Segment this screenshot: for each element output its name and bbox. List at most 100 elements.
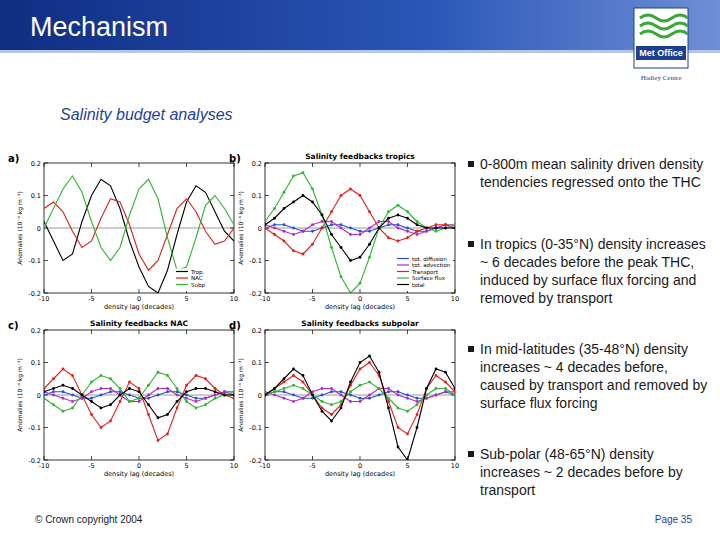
legend-swatch	[397, 264, 409, 265]
x-tick	[360, 163, 361, 167]
series-marker	[321, 214, 324, 217]
legend-label: Subp	[191, 282, 205, 289]
x-tick	[360, 289, 361, 293]
legend-swatch	[176, 284, 188, 285]
y-tick	[451, 362, 455, 363]
series-marker	[119, 400, 122, 403]
series-marker	[425, 227, 428, 230]
series-marker	[435, 387, 438, 390]
x-tick	[455, 330, 456, 334]
series-marker	[283, 207, 286, 210]
series-marker	[157, 387, 160, 390]
series-marker	[387, 390, 390, 393]
series-marker	[265, 394, 266, 397]
series-marker	[147, 397, 150, 400]
series-marker	[359, 397, 362, 400]
series-marker	[62, 390, 65, 393]
series-marker	[119, 394, 122, 397]
series-line	[44, 372, 234, 411]
series-marker	[397, 394, 400, 397]
y-tick-label: -0.1	[249, 424, 262, 432]
series-marker	[138, 397, 141, 400]
series-marker	[302, 230, 305, 233]
x-tick	[312, 456, 313, 460]
series-marker	[321, 387, 324, 390]
series-marker	[416, 230, 419, 233]
series-marker	[378, 394, 381, 397]
slide: MechanismMet OfficeHadley CentreSalinity…	[0, 0, 720, 540]
series-marker	[416, 233, 419, 236]
y-tick	[230, 293, 234, 294]
series-line	[265, 222, 455, 235]
series-marker	[349, 292, 352, 293]
series-marker	[444, 227, 447, 230]
series-marker	[90, 390, 93, 393]
series-marker	[166, 433, 169, 436]
series-marker	[425, 397, 428, 400]
y-tick	[265, 293, 269, 294]
series-marker	[147, 413, 150, 416]
series-marker	[185, 400, 188, 403]
series-marker	[302, 171, 305, 174]
series-marker	[330, 220, 333, 223]
bullet-item: In mid-latitudes (35-48°N) density incre…	[468, 340, 713, 412]
series-marker	[100, 374, 103, 377]
y-tick	[451, 163, 455, 164]
series-marker	[265, 390, 266, 393]
series-marker	[62, 410, 65, 413]
series-marker	[283, 387, 286, 390]
x-tick-label: 10	[451, 295, 459, 303]
x-tick	[234, 456, 235, 460]
series-marker	[444, 223, 447, 226]
y-tick-label: -0.1	[249, 257, 262, 265]
series-marker	[302, 230, 305, 233]
bullet-text: In mid-latitudes (35-48°N) density incre…	[468, 340, 713, 412]
series-marker	[349, 259, 352, 262]
series-marker	[311, 394, 314, 397]
series-marker	[330, 413, 333, 416]
series-marker	[387, 397, 390, 400]
y-tick	[44, 293, 48, 294]
series-marker	[368, 381, 371, 384]
series-line	[265, 173, 455, 293]
series-marker	[81, 394, 84, 397]
series-marker	[292, 368, 295, 371]
series-marker	[321, 394, 324, 397]
bullet-text: Sub-polar (48-65°N) density increases ~ …	[468, 445, 713, 499]
series-marker	[195, 400, 198, 403]
series-marker	[368, 355, 371, 358]
series-marker	[185, 394, 188, 397]
series-marker	[311, 201, 314, 204]
x-tick-label: 5	[405, 295, 409, 303]
logo-wave	[640, 23, 688, 29]
series-marker	[454, 227, 455, 230]
series-marker	[378, 227, 381, 230]
series-marker	[138, 387, 141, 390]
legend-bg	[395, 256, 453, 292]
series-marker	[454, 387, 455, 390]
series-marker	[195, 397, 198, 400]
series-marker	[233, 394, 234, 397]
series-marker	[302, 387, 305, 390]
series-marker	[378, 227, 381, 230]
series-line	[265, 196, 455, 261]
y-tick-label: 0.2	[31, 160, 41, 168]
series-marker	[273, 387, 276, 390]
legend-label: NAC	[191, 275, 203, 281]
series-marker	[406, 397, 409, 400]
series-marker	[52, 390, 55, 393]
series-marker	[368, 256, 371, 259]
series-marker	[109, 377, 112, 380]
x-tick	[407, 163, 408, 167]
legend-bg	[174, 269, 232, 292]
series-marker	[416, 413, 419, 416]
series-marker	[444, 223, 447, 226]
series-marker	[223, 394, 226, 397]
x-tick	[407, 330, 408, 334]
series-marker	[185, 390, 188, 393]
series-marker	[435, 227, 438, 230]
series-marker	[425, 397, 428, 400]
series-marker	[387, 387, 390, 390]
series-marker	[359, 361, 362, 364]
series-marker	[330, 233, 333, 236]
